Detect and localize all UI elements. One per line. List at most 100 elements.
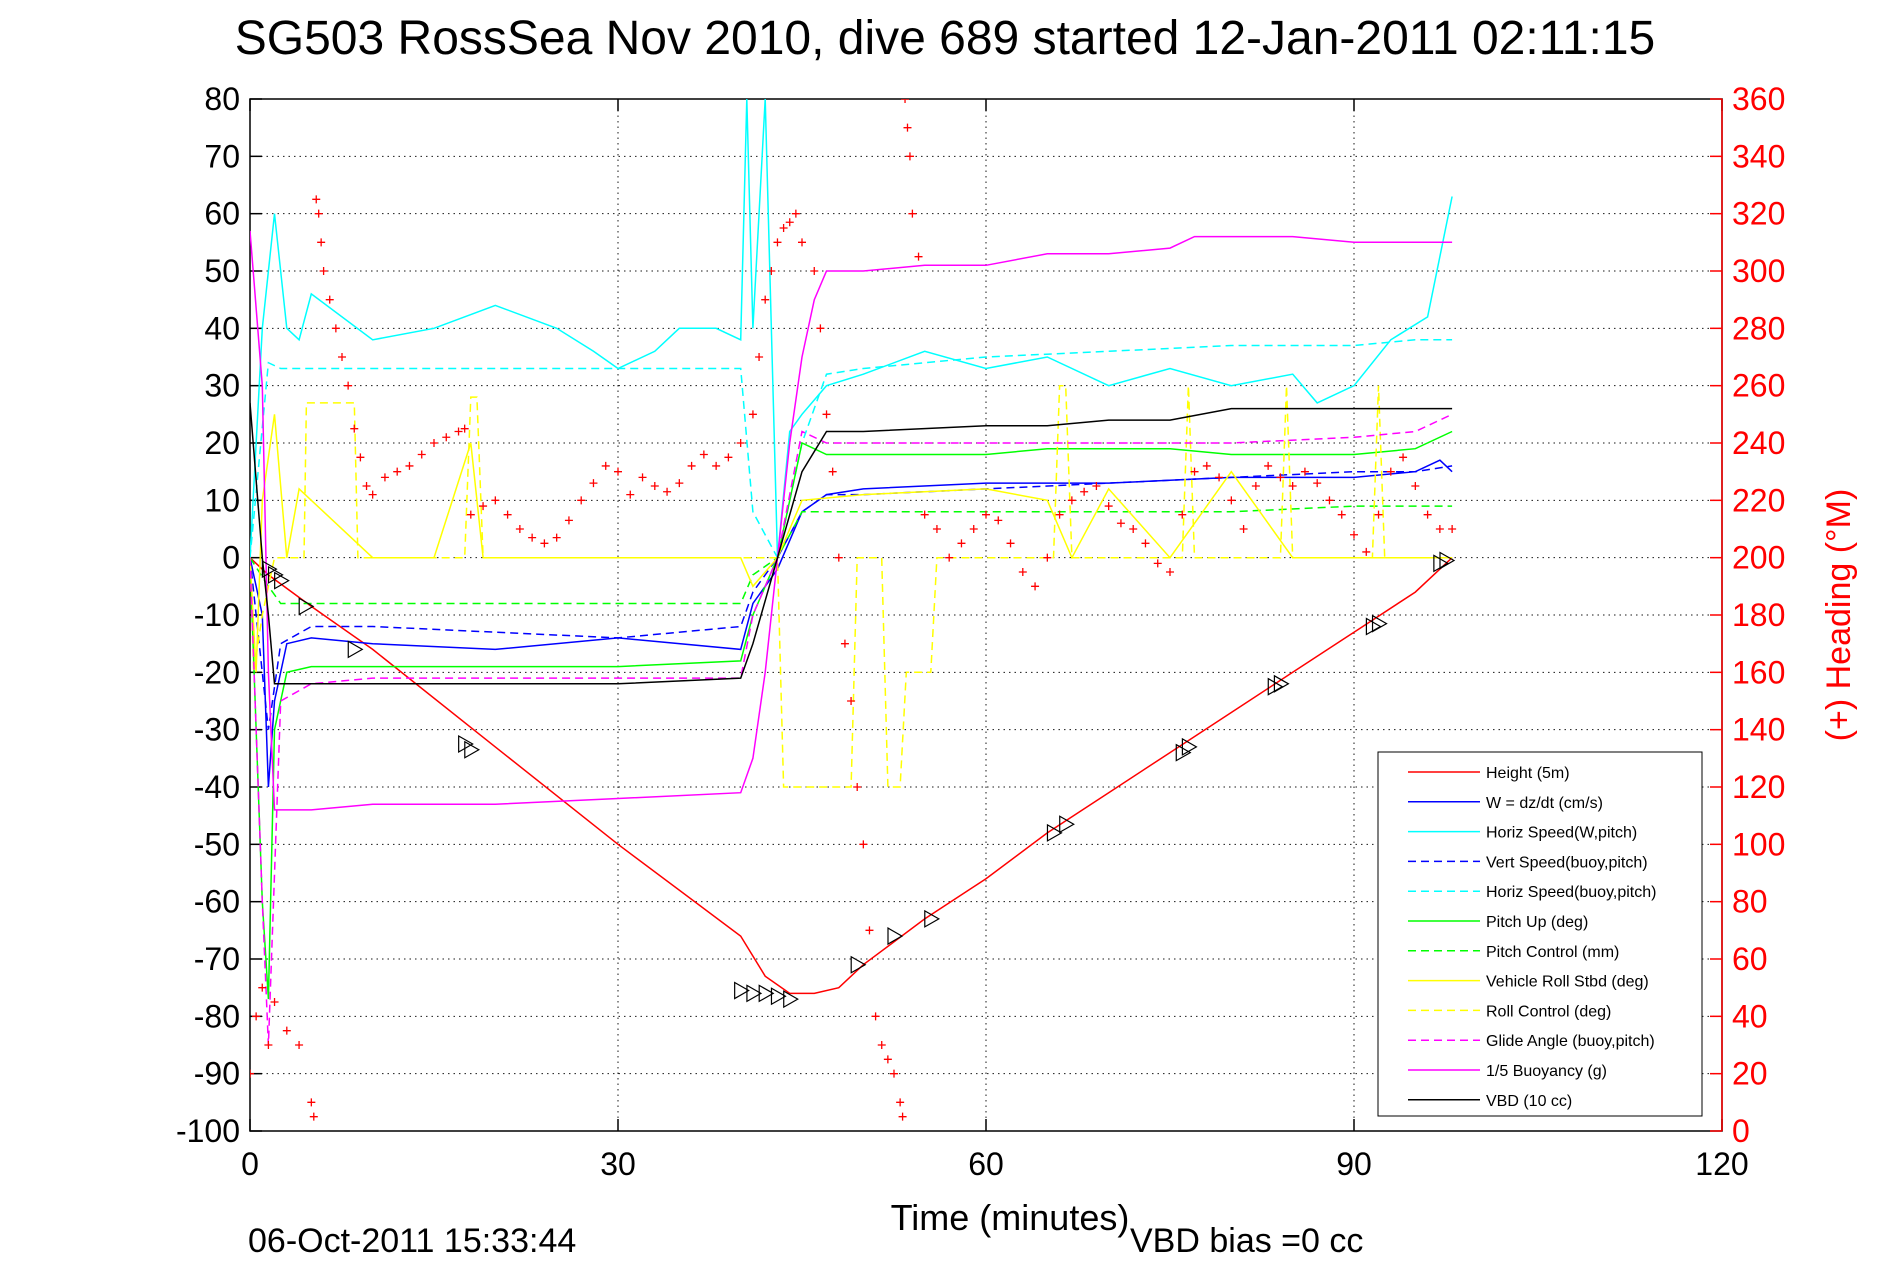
waypoint-point [924, 909, 941, 928]
heading-markers [250, 99, 1457, 1121]
heading-point [822, 410, 831, 419]
heading-point [368, 490, 377, 499]
y2-tick-label: 40 [1732, 998, 1768, 1034]
waypoint-point [850, 955, 867, 974]
heading-point [699, 450, 708, 459]
heading-point [1018, 568, 1027, 576]
heading-point [712, 461, 721, 470]
y-tick-label: 70 [204, 138, 240, 174]
heading-point [356, 453, 365, 462]
waypoint-point [1175, 743, 1192, 762]
heading-point [295, 1041, 304, 1049]
waypoint-point [274, 571, 290, 590]
legend-box [1377, 751, 1703, 1117]
heading-point [1178, 510, 1187, 519]
heading-point [877, 1041, 886, 1049]
heading-point [675, 479, 684, 488]
heading-point [663, 487, 672, 496]
waypoint-point [1273, 674, 1290, 693]
heading-point [479, 502, 488, 511]
heading-point [430, 439, 438, 447]
y-tick-label: 50 [204, 253, 240, 289]
y2-tick-label: 360 [1732, 81, 1785, 117]
heading-point [393, 467, 402, 476]
series-line-2 [250, 99, 1453, 558]
heading-point [994, 516, 1003, 525]
heading-point [1399, 453, 1408, 462]
heading-point [614, 467, 622, 476]
heading-point [362, 482, 371, 490]
heading-point [454, 427, 463, 436]
series-line-0 [250, 557, 1453, 995]
legend-entry-7: Vehicle Roll Stbd (deg) [1486, 974, 1649, 991]
heading-point [736, 439, 745, 447]
series-line-5 [250, 430, 1453, 1000]
heading-point [1092, 482, 1101, 490]
heading-point [350, 424, 359, 433]
heading-point [540, 539, 549, 548]
heading-point [1411, 482, 1420, 490]
waypoint-point [1059, 815, 1075, 834]
heading-point [1435, 525, 1444, 533]
waypoint-point [347, 640, 364, 659]
heading-point [317, 238, 326, 247]
y-tick-label: -60 [194, 884, 240, 920]
y-tick-label: -30 [194, 712, 240, 748]
heading-point [1337, 510, 1346, 519]
y2-tick-label: 220 [1732, 482, 1785, 518]
heading-point [914, 252, 923, 261]
y-tick-label: -40 [194, 769, 240, 805]
y2-tick-label: 280 [1732, 310, 1785, 346]
series-line-10 [250, 230, 1453, 811]
heading-point [325, 295, 334, 304]
heading-point [1166, 568, 1174, 576]
heading-point [905, 152, 914, 161]
heading-point [898, 1112, 907, 1121]
heading-point [755, 353, 764, 361]
heading-point [920, 510, 929, 519]
heading-point [1141, 539, 1150, 548]
y-tick-label: -10 [194, 597, 240, 633]
heading-point [859, 840, 868, 849]
legend-entry-11: VBD (10 cc) [1486, 1093, 1572, 1110]
y2-tick-label: 320 [1732, 196, 1785, 232]
y-axis-right: 3603403203002802602402202001801601401201… [1710, 81, 1785, 1149]
legend-entry-0: Height (5m) [1486, 765, 1570, 782]
heading-point [460, 424, 469, 433]
heading-point [871, 1012, 880, 1021]
legend-entry-10: 1/5 Buoyancy (g) [1486, 1063, 1607, 1080]
heading-point [638, 473, 647, 482]
series-line-7 [250, 414, 1453, 673]
heading-point [932, 525, 941, 533]
y2-tick-label: 20 [1732, 1056, 1768, 1092]
heading-point [969, 525, 978, 533]
y-tick-label: -50 [194, 826, 240, 862]
heading-point [1350, 530, 1358, 539]
heading-point [828, 467, 837, 476]
heading-point [903, 123, 912, 132]
heading-point [1288, 482, 1297, 490]
legend-entry-4: Horiz Speed(buoy,pitch) [1486, 884, 1656, 901]
waypoint-markers [261, 551, 1456, 1009]
heading-point [1300, 467, 1309, 476]
series-line-3 [250, 465, 1453, 730]
y-tick-label: 30 [204, 368, 240, 404]
y2-tick-label: 300 [1732, 253, 1785, 289]
series-layer [250, 99, 1453, 1046]
heading-point [264, 1041, 273, 1049]
footer-vbd-bias: VBD bias =0 cc [1130, 1222, 1363, 1260]
y2-tick-label: 80 [1732, 884, 1768, 920]
heading-point [250, 1069, 254, 1078]
heading-point [1153, 559, 1162, 568]
waypoint-point [734, 981, 750, 1000]
y-tick-label: 20 [204, 425, 240, 461]
heading-point [589, 479, 598, 488]
y-axis-left: 80 70 60 50 40 30 20 10 0 -10 -20 -30 -40 -50 -60 -70 -8… [176, 81, 262, 1149]
waypoint-point [783, 990, 799, 1009]
legend-entry-1: W = dz/dt (cm/s) [1486, 795, 1603, 812]
heading-point [252, 1012, 261, 1021]
heading-point [405, 461, 414, 470]
heading-point [982, 510, 990, 519]
legend-entry-6: Pitch Control (mm) [1486, 944, 1619, 961]
